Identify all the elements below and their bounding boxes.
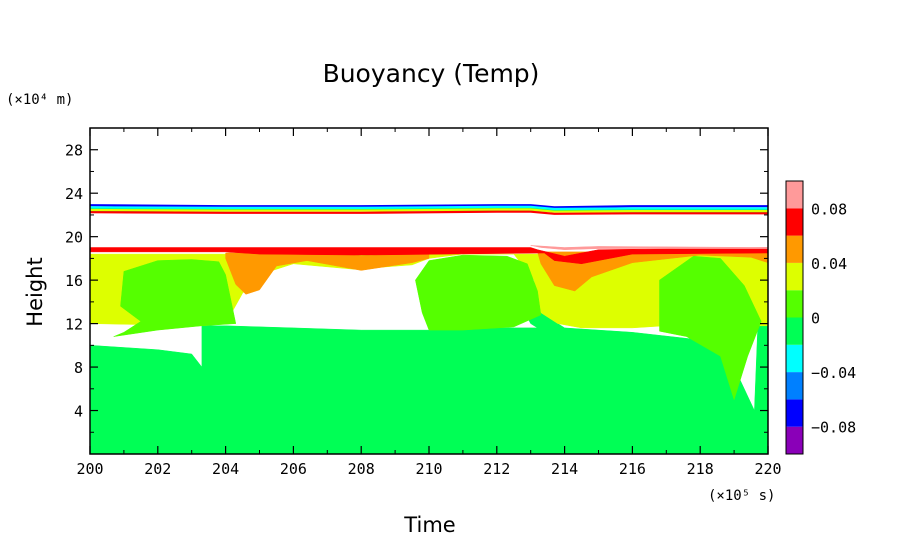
y-axis-ticks: 4 8 12 16 20 24 28 [65, 142, 768, 433]
x-unit-note: (×10⁵ s) [708, 488, 775, 504]
y-axis-label: Height [23, 257, 47, 326]
y-unit-note: (×10⁴ m) [6, 92, 73, 108]
colorbar-tick-label: −0.08 [811, 419, 856, 437]
x-axis-label: Time [403, 513, 455, 537]
region-lower-layer [90, 279, 768, 454]
x-tick-label: 218 [687, 460, 714, 478]
colorbar-swatch [786, 344, 803, 373]
y-tick-label: 8 [74, 359, 83, 377]
colorbar-swatch [786, 317, 803, 345]
x-tick-label: 200 [76, 460, 103, 478]
colorbar-swatch [786, 290, 803, 318]
y-tick-label: 28 [65, 142, 83, 160]
region-upper-pink [530, 245, 768, 250]
x-tick-label: 216 [619, 460, 646, 478]
y-tick-label: 4 [74, 403, 83, 421]
colorbar-swatch [786, 235, 803, 263]
x-tick-label: 204 [212, 460, 239, 478]
cyan-line [90, 205, 768, 211]
colorbar-tick-label: 0.08 [811, 200, 847, 218]
colorbar-swatch [786, 372, 803, 400]
region-left-cell [113, 259, 237, 337]
x-tick-label: 208 [348, 460, 375, 478]
region-middle-cell [415, 254, 542, 331]
x-tick-label: 206 [280, 460, 307, 478]
blue-line [90, 204, 768, 209]
colorbar-swatch [786, 181, 803, 209]
plot-area [90, 128, 768, 454]
colorbar-swatch [786, 399, 803, 427]
red-line [90, 210, 768, 215]
y-tick-label: 20 [65, 229, 83, 247]
x-tick-label: 210 [415, 460, 442, 478]
colorbar-tick-label: 0 [811, 310, 820, 328]
colorbar-swatch [786, 426, 803, 454]
x-tick-label: 202 [144, 460, 171, 478]
y-tick-label: 12 [65, 316, 83, 334]
x-tick-label: 214 [551, 460, 578, 478]
colorbar-tick-label: 0.04 [811, 255, 847, 273]
colorbar: −0.08 −0.04 0 0.04 0.08 [785, 180, 856, 455]
yellow-line [90, 208, 768, 213]
x-axis-ticks: 200 202 204 206 208 210 212 214 216 218 220 [76, 128, 782, 478]
chart-title: Buoyancy (Temp) [323, 59, 540, 88]
region-right-cell [659, 255, 762, 401]
x-tick-label: 220 [754, 460, 781, 478]
colorbar-swatch [786, 208, 803, 236]
y-tick-label: 24 [65, 185, 83, 203]
colorbar-swatch [786, 262, 803, 291]
colorbar-tick-label: −0.04 [811, 364, 856, 382]
x-tick-label: 212 [483, 460, 510, 478]
y-tick-label: 16 [65, 272, 83, 290]
colorbar-frame [785, 180, 804, 455]
region-upper-red [90, 247, 768, 265]
